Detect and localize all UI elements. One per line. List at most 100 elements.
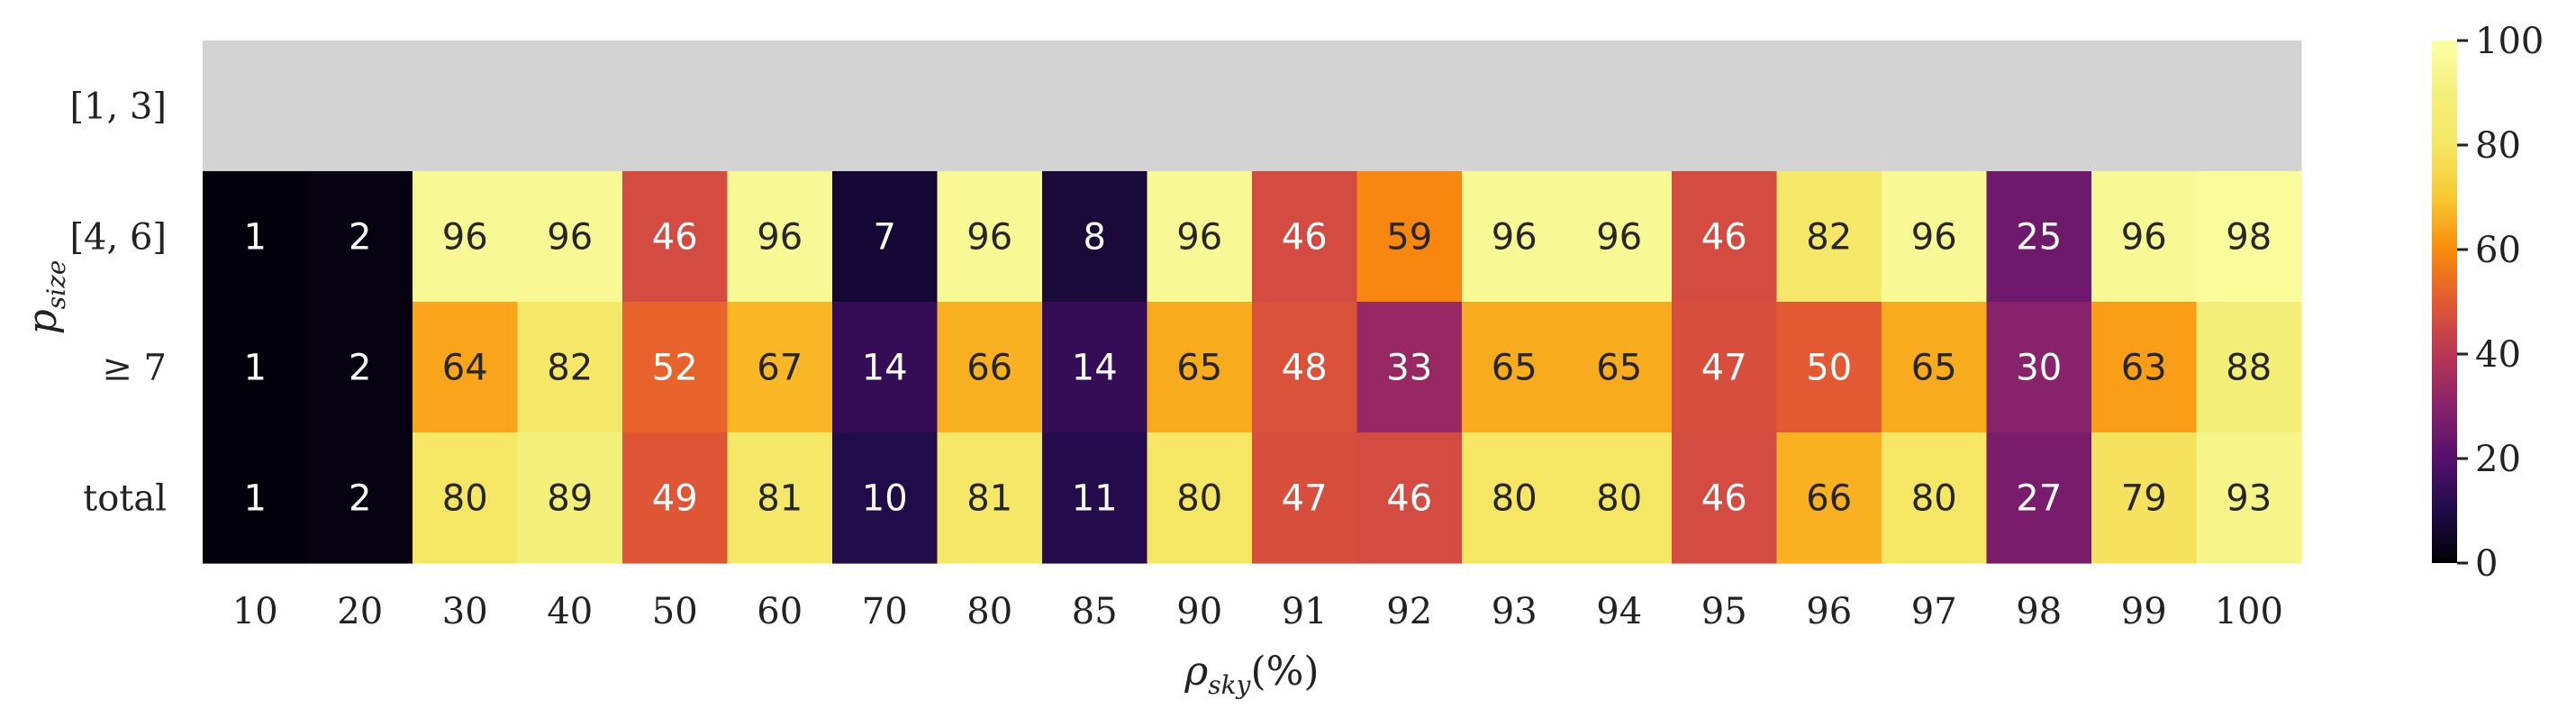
heatmap-cell [2091,171,2198,303]
heatmap-cell [307,302,413,433]
heatmap-cell [307,171,413,303]
colorbar-tick-label: 60 [2475,230,2521,271]
x-tick-label: 70 [862,591,908,632]
heatmap-cell [1462,432,1568,564]
heatmap-cell [1882,302,1988,433]
cell-value-label: 65 [1492,348,1537,389]
x-tick-label: 96 [1806,591,1852,632]
cell-value-label: 65 [1596,348,1642,389]
heatmap-cell [1672,41,1778,172]
heatmap-cell [1147,302,1253,433]
heatmap-cell [413,432,519,564]
heatmap-cell [727,302,833,433]
cell-value-label: 7 [874,217,896,259]
x-tick-label: 91 [1282,591,1328,632]
cell-value-label: 30 [2016,348,2062,389]
heatmap-cell [622,432,729,564]
heatmap-cell [727,171,833,303]
cell-value-label: 1 [244,217,267,259]
cell-value-label: 82 [547,348,593,389]
heatmap-cell [1042,432,1148,564]
heatmap-cell [1042,302,1148,433]
y-tick-label: total [83,478,167,520]
heatmap-cell [1986,41,2092,172]
heatmap-cell-labels: 1 2 96 96 46 96 7 96 8 96 46 59 96 96 46 82 96 25 96 98 1 2 64… [244,217,2272,520]
x-tick-label: 98 [2016,591,2062,632]
heatmap-cell [1147,432,1253,564]
x-tick-label: 80 [966,591,1012,632]
heatmap-cell [1986,171,2092,303]
heatmap-cell [2196,171,2302,303]
cell-value-label: 66 [966,348,1012,389]
heatmap-cell [1882,171,1988,303]
heatmap-cell [1356,432,1463,564]
cell-value-label: 33 [1386,348,1432,389]
y-tick-label: [4, 6] [69,217,167,259]
cell-value-label: 66 [1806,478,1852,520]
cell-value-label: 96 [1911,217,1957,259]
heatmap-cell [1672,302,1778,433]
x-tick-label: 94 [1596,591,1642,632]
heatmap-cell [307,41,413,172]
cell-value-label: 2 [349,217,371,259]
cell-value-label: 80 [1911,478,1957,520]
heatmap-cell [937,432,1043,564]
colorbar: 0 20 40 60 80 100 [2432,21,2544,585]
heatmap-cell [517,302,623,433]
heatmap-cell [1356,41,1463,172]
heatmap-cell [1986,302,2092,433]
cell-value-label: 14 [1072,348,1118,389]
heatmap-cell [413,302,519,433]
heatmap-cell [1252,432,1358,564]
cell-value-label: 65 [1911,348,1957,389]
y-tick-label: ≥ 7 [102,348,167,389]
heatmap-cell [2196,432,2302,564]
x-tick-label: 99 [2121,591,2167,632]
heatmap-cell [832,302,939,433]
heatmap-cell [1566,302,1673,433]
cell-value-label: 10 [862,478,908,520]
cell-value-label: 96 [757,217,803,259]
cell-value-label: 2 [349,348,371,389]
heatmap-cell [203,171,309,303]
x-tick-label: 85 [1072,591,1118,632]
cell-value-label: 81 [966,478,1012,520]
cell-value-label: 14 [862,348,908,389]
heatmap-cell [2091,302,2198,433]
x-tick-label: 92 [1386,591,1432,632]
cell-value-label: 1 [244,348,267,389]
heatmap-cell [1147,41,1253,172]
x-tick-label: 95 [1701,591,1747,632]
y-axis-title: psize [20,260,71,335]
cell-value-label: 80 [1492,478,1537,520]
x-tick-label: 97 [1911,591,1957,632]
heatmap-cell [1986,432,2092,564]
heatmap-cell [1147,171,1253,303]
heatmap-cell [1882,41,1988,172]
heatmap-cell [1356,171,1463,303]
cell-value-label: 96 [2121,217,2167,259]
cell-value-label: 47 [1701,348,1747,389]
x-tick-label: 40 [547,591,593,632]
heatmap-cell [1672,171,1778,303]
colorbar-tick-label: 0 [2475,543,2498,585]
heatmap-cells [203,41,2302,564]
heatmap-cell [2091,41,2198,172]
heatmap-cell [2196,41,2302,172]
cell-value-label: 81 [757,478,803,520]
heatmap-cell [1672,432,1778,564]
cell-value-label: 8 [1084,217,1106,259]
heatmap-cell [2091,432,2198,564]
heatmap-cell [1566,171,1673,303]
cell-value-label: 88 [2226,348,2272,389]
cell-value-label: 89 [547,478,593,520]
cell-value-label: 50 [1806,348,1852,389]
cell-value-label: 96 [442,217,488,259]
cell-value-label: 46 [652,217,698,259]
cell-value-label: 67 [757,348,803,389]
x-tick-label: 30 [442,591,488,632]
heatmap-cell [832,171,939,303]
heatmap-cell [832,41,939,172]
cell-value-label: 59 [1386,217,1432,259]
